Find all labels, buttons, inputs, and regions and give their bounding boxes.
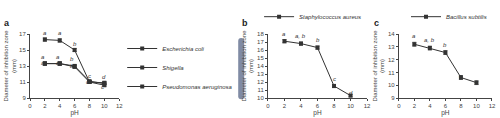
svg-text:8: 8 — [459, 103, 463, 109]
svg-text:c: c — [86, 79, 89, 85]
svg-text:a: a — [412, 33, 416, 39]
svg-text:15: 15 — [257, 55, 264, 61]
svg-text:17: 17 — [257, 39, 264, 45]
svg-text:13: 13 — [19, 63, 26, 69]
svg-text:a: a — [282, 31, 286, 37]
svg-text:8: 8 — [332, 103, 336, 109]
svg-text:2: 2 — [43, 103, 47, 109]
svg-text:b: b — [70, 63, 74, 69]
svg-text:14: 14 — [388, 31, 395, 37]
svg-text:0: 0 — [266, 103, 270, 109]
svg-text:9: 9 — [22, 95, 26, 101]
svg-text:b: b — [316, 37, 320, 43]
svg-text:d: d — [102, 74, 106, 80]
svg-text:6: 6 — [73, 103, 77, 109]
svg-text:17: 17 — [19, 31, 26, 37]
svg-text:a, b: a, b — [295, 33, 306, 39]
svg-text:18: 18 — [257, 31, 264, 37]
svg-text:16: 16 — [257, 47, 264, 53]
svg-text:d: d — [349, 90, 353, 96]
svg-text:11: 11 — [388, 70, 395, 76]
svg-text:c: c — [333, 76, 336, 82]
svg-text:Pseudomonas aeruginosa: Pseudomonas aeruginosa — [162, 84, 232, 90]
svg-text:a: a — [4, 18, 10, 28]
svg-text:Bacillus subtilis: Bacillus subtilis — [446, 14, 487, 20]
svg-text:a: a — [41, 60, 45, 66]
svg-text:c: c — [475, 79, 478, 85]
svg-text:12: 12 — [364, 103, 371, 109]
svg-text:a, b: a, b — [424, 37, 435, 43]
svg-text:10: 10 — [101, 103, 108, 109]
svg-text:b: b — [443, 42, 447, 48]
svg-text:6: 6 — [316, 103, 320, 109]
svg-text:14: 14 — [257, 63, 264, 69]
svg-text:15: 15 — [19, 47, 26, 53]
svg-text:13: 13 — [388, 44, 395, 50]
svg-text:9: 9 — [391, 95, 395, 101]
svg-text:Diameter of inhibition zone(mm: Diameter of inhibition zone(mm) — [3, 30, 17, 102]
svg-text:12: 12 — [257, 79, 264, 85]
svg-text:2: 2 — [413, 103, 417, 109]
svg-text:b: b — [73, 41, 77, 47]
svg-text:0: 0 — [28, 103, 32, 109]
svg-text:12: 12 — [489, 103, 496, 109]
svg-text:c: c — [101, 84, 104, 90]
svg-text:a: a — [58, 30, 62, 36]
svg-text:b: b — [70, 56, 74, 62]
svg-text:0: 0 — [397, 103, 401, 109]
svg-text:4: 4 — [58, 103, 62, 109]
svg-text:2: 2 — [283, 103, 287, 109]
svg-text:c: c — [459, 73, 462, 79]
svg-text:11: 11 — [20, 79, 27, 85]
svg-text:8: 8 — [88, 103, 92, 109]
svg-text:6: 6 — [444, 103, 448, 109]
svg-text:pH: pH — [313, 109, 322, 117]
svg-text:11: 11 — [258, 87, 265, 93]
svg-text:10: 10 — [347, 103, 354, 109]
svg-text:12: 12 — [116, 103, 123, 109]
svg-text:c: c — [88, 73, 91, 79]
svg-text:Diameter of inhibition zone(mm: Diameter of inhibition zone(mm) — [372, 30, 386, 102]
svg-text:a: a — [56, 60, 60, 66]
svg-text:pH: pH — [441, 109, 450, 117]
svg-text:13: 13 — [257, 71, 264, 77]
svg-text:a: a — [41, 54, 45, 60]
svg-text:a: a — [56, 54, 60, 60]
svg-text:Staphylococcus aureus: Staphylococcus aureus — [299, 14, 361, 20]
svg-text:pH: pH — [70, 109, 79, 117]
svg-text:a: a — [43, 30, 47, 36]
svg-text:c: c — [88, 78, 91, 84]
svg-text:10: 10 — [257, 95, 264, 101]
svg-text:Shigella: Shigella — [162, 65, 184, 71]
svg-text:Diameter of inhibition zone(mm: Diameter of inhibition zone(mm) — [241, 30, 255, 102]
svg-text:4: 4 — [299, 103, 303, 109]
svg-text:b: b — [242, 18, 248, 28]
svg-text:12: 12 — [388, 57, 395, 63]
svg-text:10: 10 — [473, 103, 480, 109]
svg-text:d: d — [102, 80, 106, 86]
svg-text:c: c — [374, 18, 379, 28]
svg-text:4: 4 — [428, 103, 432, 109]
svg-text:10: 10 — [388, 82, 395, 88]
svg-text:Escherichia coli: Escherichia coli — [162, 46, 204, 52]
